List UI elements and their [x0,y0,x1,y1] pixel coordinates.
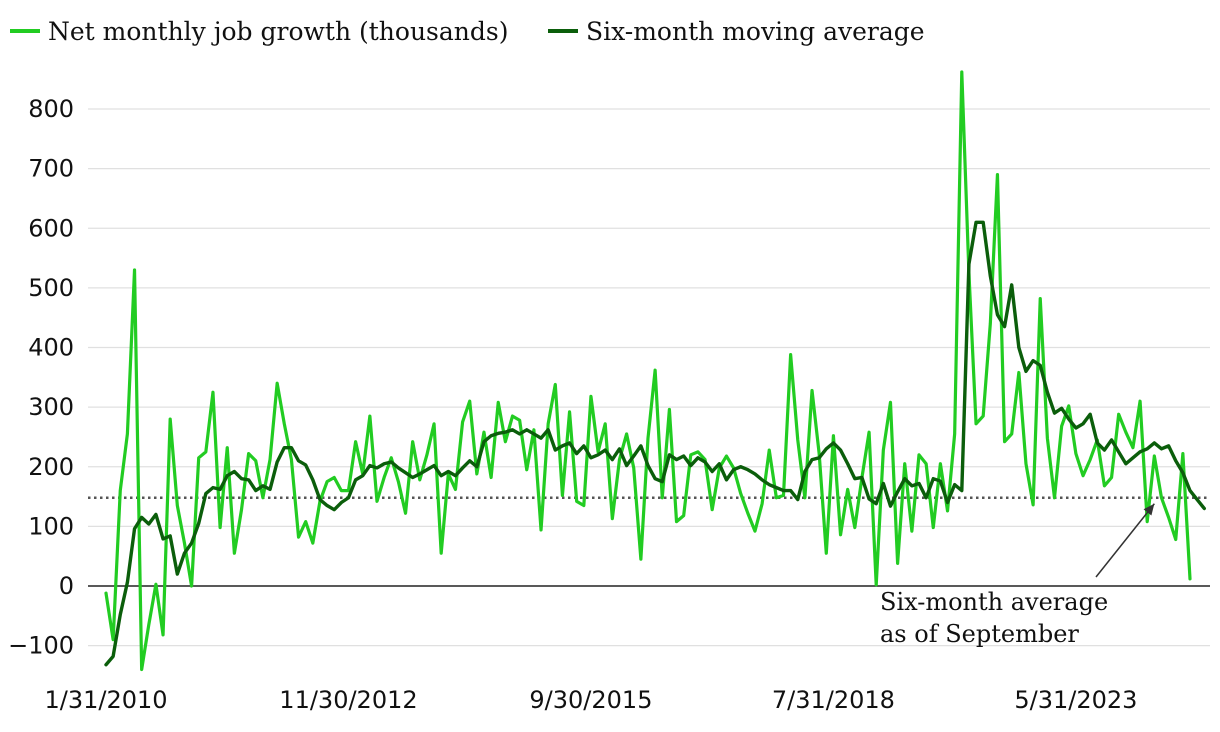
annotation-text-line: Six-month average [880,588,1108,616]
annotation-text-line: as of September [880,620,1079,648]
annotation-arrowhead [1143,503,1155,516]
legend-item-net[interactable]: Net monthly job growth (thousands) [10,17,508,46]
y-tick-label: 600 [28,214,74,242]
y-tick-label: 100 [28,512,74,540]
series-line-avg[interactable] [104,220,1206,667]
y-tick-label: 300 [28,393,74,421]
x-tick-label: 11/30/2012 [279,686,417,714]
series-layer [104,70,1206,672]
y-tick-label: 500 [28,274,74,302]
legend-item-avg[interactable]: Six-month moving average [548,17,925,46]
x-tick-label: 5/31/2023 [1014,686,1137,714]
x-tick-label: 1/31/2010 [44,686,167,714]
x-tick-label: 7/31/2018 [772,686,895,714]
y-tick-label: 400 [28,334,74,362]
y-tick-label: 700 [28,155,74,183]
y-tick-label: 800 [28,95,74,123]
y-tick-label: −100 [8,632,74,660]
y-tick-label: 200 [28,453,74,481]
series-line-net[interactable] [104,70,1192,672]
legend-net-label: Net monthly job growth (thousands) [48,17,508,46]
annotation-layer: Six-month average as of September [880,503,1155,648]
annotation-arrow-line [1095,503,1155,578]
legend: Net monthly job growth (thousands) Six-m… [10,17,925,46]
legend-avg-label: Six-month moving average [586,17,925,46]
axis-layer: −100 0 100 200 300 400 500 600 700 800 1/31/2010 11… [8,95,1210,714]
y-tick-label: 0 [59,572,74,600]
x-tick-label: 9/30/2015 [529,686,652,714]
